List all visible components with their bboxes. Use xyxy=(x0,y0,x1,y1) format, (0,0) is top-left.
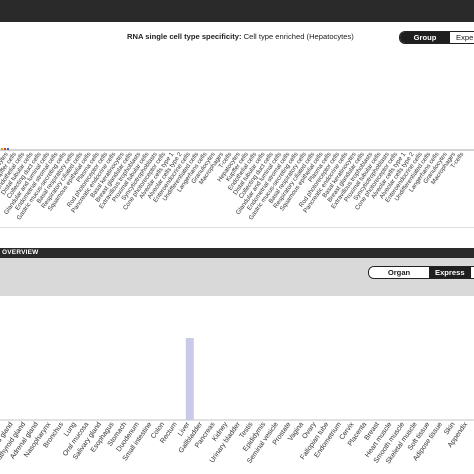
group-toggle-option[interactable]: Group xyxy=(400,32,450,43)
title-rest: Cell type enriched (Hepatocytes) xyxy=(243,32,354,41)
expression-toggle-option-2[interactable]: Express xyxy=(429,267,471,278)
expression-toggle-option[interactable]: Expe xyxy=(450,32,474,43)
cell-type-marker xyxy=(7,148,9,150)
single-cell-view-toggle: Group Expe xyxy=(399,31,474,44)
panel-divider xyxy=(0,227,474,228)
single-cell-panel xyxy=(0,22,474,228)
overview-header: OVERVIEW xyxy=(0,248,474,258)
top-header-bar xyxy=(0,0,474,22)
single-cell-title: RNA single cell type specificity: Cell t… xyxy=(127,32,354,41)
cell-type-marker xyxy=(4,148,6,150)
tissue-chart: Cerebral cortexThyroid glandParathyroid … xyxy=(0,338,474,470)
single-cell-title-row: RNA single cell type specificity: Cell t… xyxy=(0,31,474,45)
overview-label: OVERVIEW xyxy=(2,249,39,256)
title-bold: RNA single cell type specificity: xyxy=(127,32,242,41)
cell-type-marker xyxy=(1,148,3,150)
organ-toggle-option[interactable]: Organ xyxy=(369,267,429,278)
tissue-panel xyxy=(0,296,474,474)
tissue-view-toggle: Organ Express xyxy=(368,266,474,279)
liver-expression-bar[interactable] xyxy=(185,338,194,420)
